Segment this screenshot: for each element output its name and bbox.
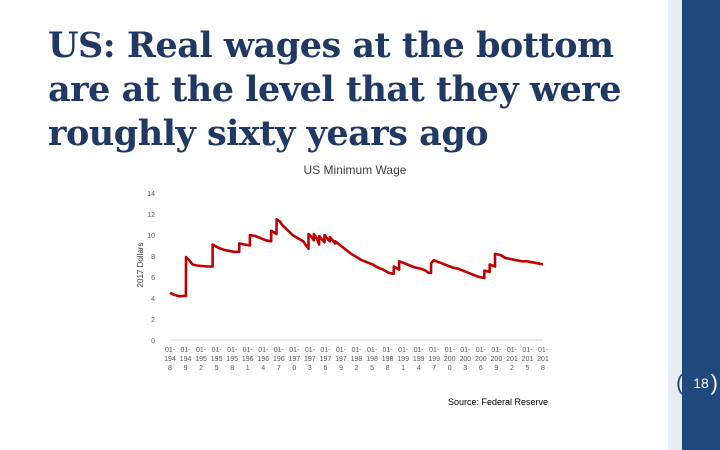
left-margin bbox=[0, 0, 19, 450]
x-tick-label: 01-196 7 bbox=[273, 347, 285, 372]
x-tick-label: 01-198 5 bbox=[366, 347, 378, 372]
x-tick-label: 01-196 4 bbox=[257, 347, 269, 372]
y-tick-label: 0 bbox=[151, 338, 155, 345]
x-tick-label: 01-198 2 bbox=[351, 347, 363, 372]
y-tick-label: 10 bbox=[147, 233, 155, 240]
y-tick-label: 6 bbox=[151, 275, 155, 282]
x-tick-label: 01-200 9 bbox=[491, 347, 503, 372]
x-tick-label: 01-200 3 bbox=[459, 347, 471, 372]
x-tick-label: 01-201 5 bbox=[522, 347, 534, 372]
series-line-us-minimum-wage bbox=[169, 218, 544, 298]
y-axis-ticks: 0 2 4 6 8 10 12 14 bbox=[147, 191, 155, 345]
x-tick-label: 01-194 9 bbox=[180, 347, 192, 372]
x-tick-label: 01-199 4 bbox=[413, 347, 425, 372]
x-tick-label: 01-197 3 bbox=[304, 347, 316, 372]
page-number-badge: ( 18 ) bbox=[676, 368, 720, 398]
y-tick-label: 12 bbox=[147, 212, 155, 219]
source-note: Source: Federal Reserve bbox=[448, 397, 549, 407]
chart-title: US Minimum Wage bbox=[304, 163, 407, 177]
right-accent-light bbox=[668, 0, 682, 450]
x-tick-label: 01-197 9 bbox=[335, 347, 347, 372]
x-tick-label: 01-197 0 bbox=[288, 347, 300, 372]
x-tick-label: 01-194 8 bbox=[164, 347, 176, 372]
chart-container: US Minimum Wage 2017 Dollars 0 2 4 6 8 10 12 14… bbox=[130, 158, 560, 388]
x-tick-label: 01-195 2 bbox=[195, 347, 207, 372]
x-tick-label: 01-200 6 bbox=[475, 347, 487, 372]
x-tick-label: 01-195 5 bbox=[211, 347, 223, 372]
x-tick-label: 01-199 7 bbox=[428, 347, 440, 372]
line-chart: US Minimum Wage 2017 Dollars 0 2 4 6 8 10 12 14… bbox=[136, 163, 549, 372]
left-bracket-icon: ( bbox=[676, 370, 684, 395]
x-tick-label: 01-196 1 bbox=[242, 347, 254, 372]
y-tick-label: 14 bbox=[147, 191, 155, 198]
x-tick-label: 01-199 1 bbox=[397, 347, 409, 372]
page-number: 18 bbox=[693, 375, 709, 391]
y-tick-label: 4 bbox=[151, 296, 155, 303]
right-bracket-icon: ) bbox=[710, 370, 718, 395]
x-tick-label: 01-197 6 bbox=[320, 347, 332, 372]
x-tick-label: 01-200 0 bbox=[444, 347, 456, 372]
x-tick-label: 01-198 8 bbox=[382, 347, 394, 372]
y-axis-label: 2017 Dollars bbox=[136, 243, 145, 288]
y-tick-label: 8 bbox=[151, 254, 155, 261]
y-tick-label: 2 bbox=[151, 317, 155, 324]
x-axis-ticks: 01-194 8 01-194 901-195 2 01-195 501-195 8 01-19… bbox=[164, 347, 549, 372]
right-accent-band bbox=[682, 0, 720, 450]
x-tick-label: 01-201 8 bbox=[537, 347, 549, 372]
x-tick-label: 01-201 2 bbox=[506, 347, 518, 372]
slide-title: US: Real wages at the bottom are at the … bbox=[48, 25, 621, 154]
x-tick-label: 01-195 8 bbox=[226, 347, 238, 372]
